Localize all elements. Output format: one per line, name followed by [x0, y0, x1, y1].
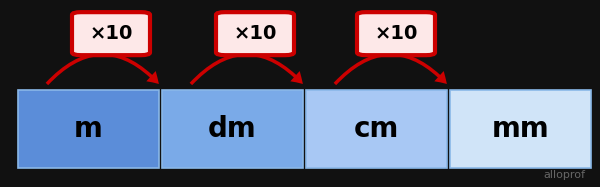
FancyBboxPatch shape: [306, 90, 447, 168]
FancyBboxPatch shape: [72, 12, 150, 55]
Text: ×10: ×10: [374, 24, 418, 43]
Text: alloprof: alloprof: [543, 170, 585, 180]
Text: dm: dm: [208, 115, 257, 143]
FancyArrowPatch shape: [334, 52, 447, 85]
FancyBboxPatch shape: [162, 90, 303, 168]
Text: cm: cm: [354, 115, 399, 143]
Text: ×10: ×10: [89, 24, 133, 43]
FancyArrowPatch shape: [190, 52, 303, 85]
FancyBboxPatch shape: [18, 90, 159, 168]
FancyBboxPatch shape: [216, 12, 294, 55]
FancyBboxPatch shape: [450, 90, 591, 168]
Text: m: m: [74, 115, 103, 143]
Text: ×10: ×10: [233, 24, 277, 43]
Text: mm: mm: [491, 115, 550, 143]
FancyBboxPatch shape: [357, 12, 435, 55]
FancyArrowPatch shape: [46, 52, 159, 85]
